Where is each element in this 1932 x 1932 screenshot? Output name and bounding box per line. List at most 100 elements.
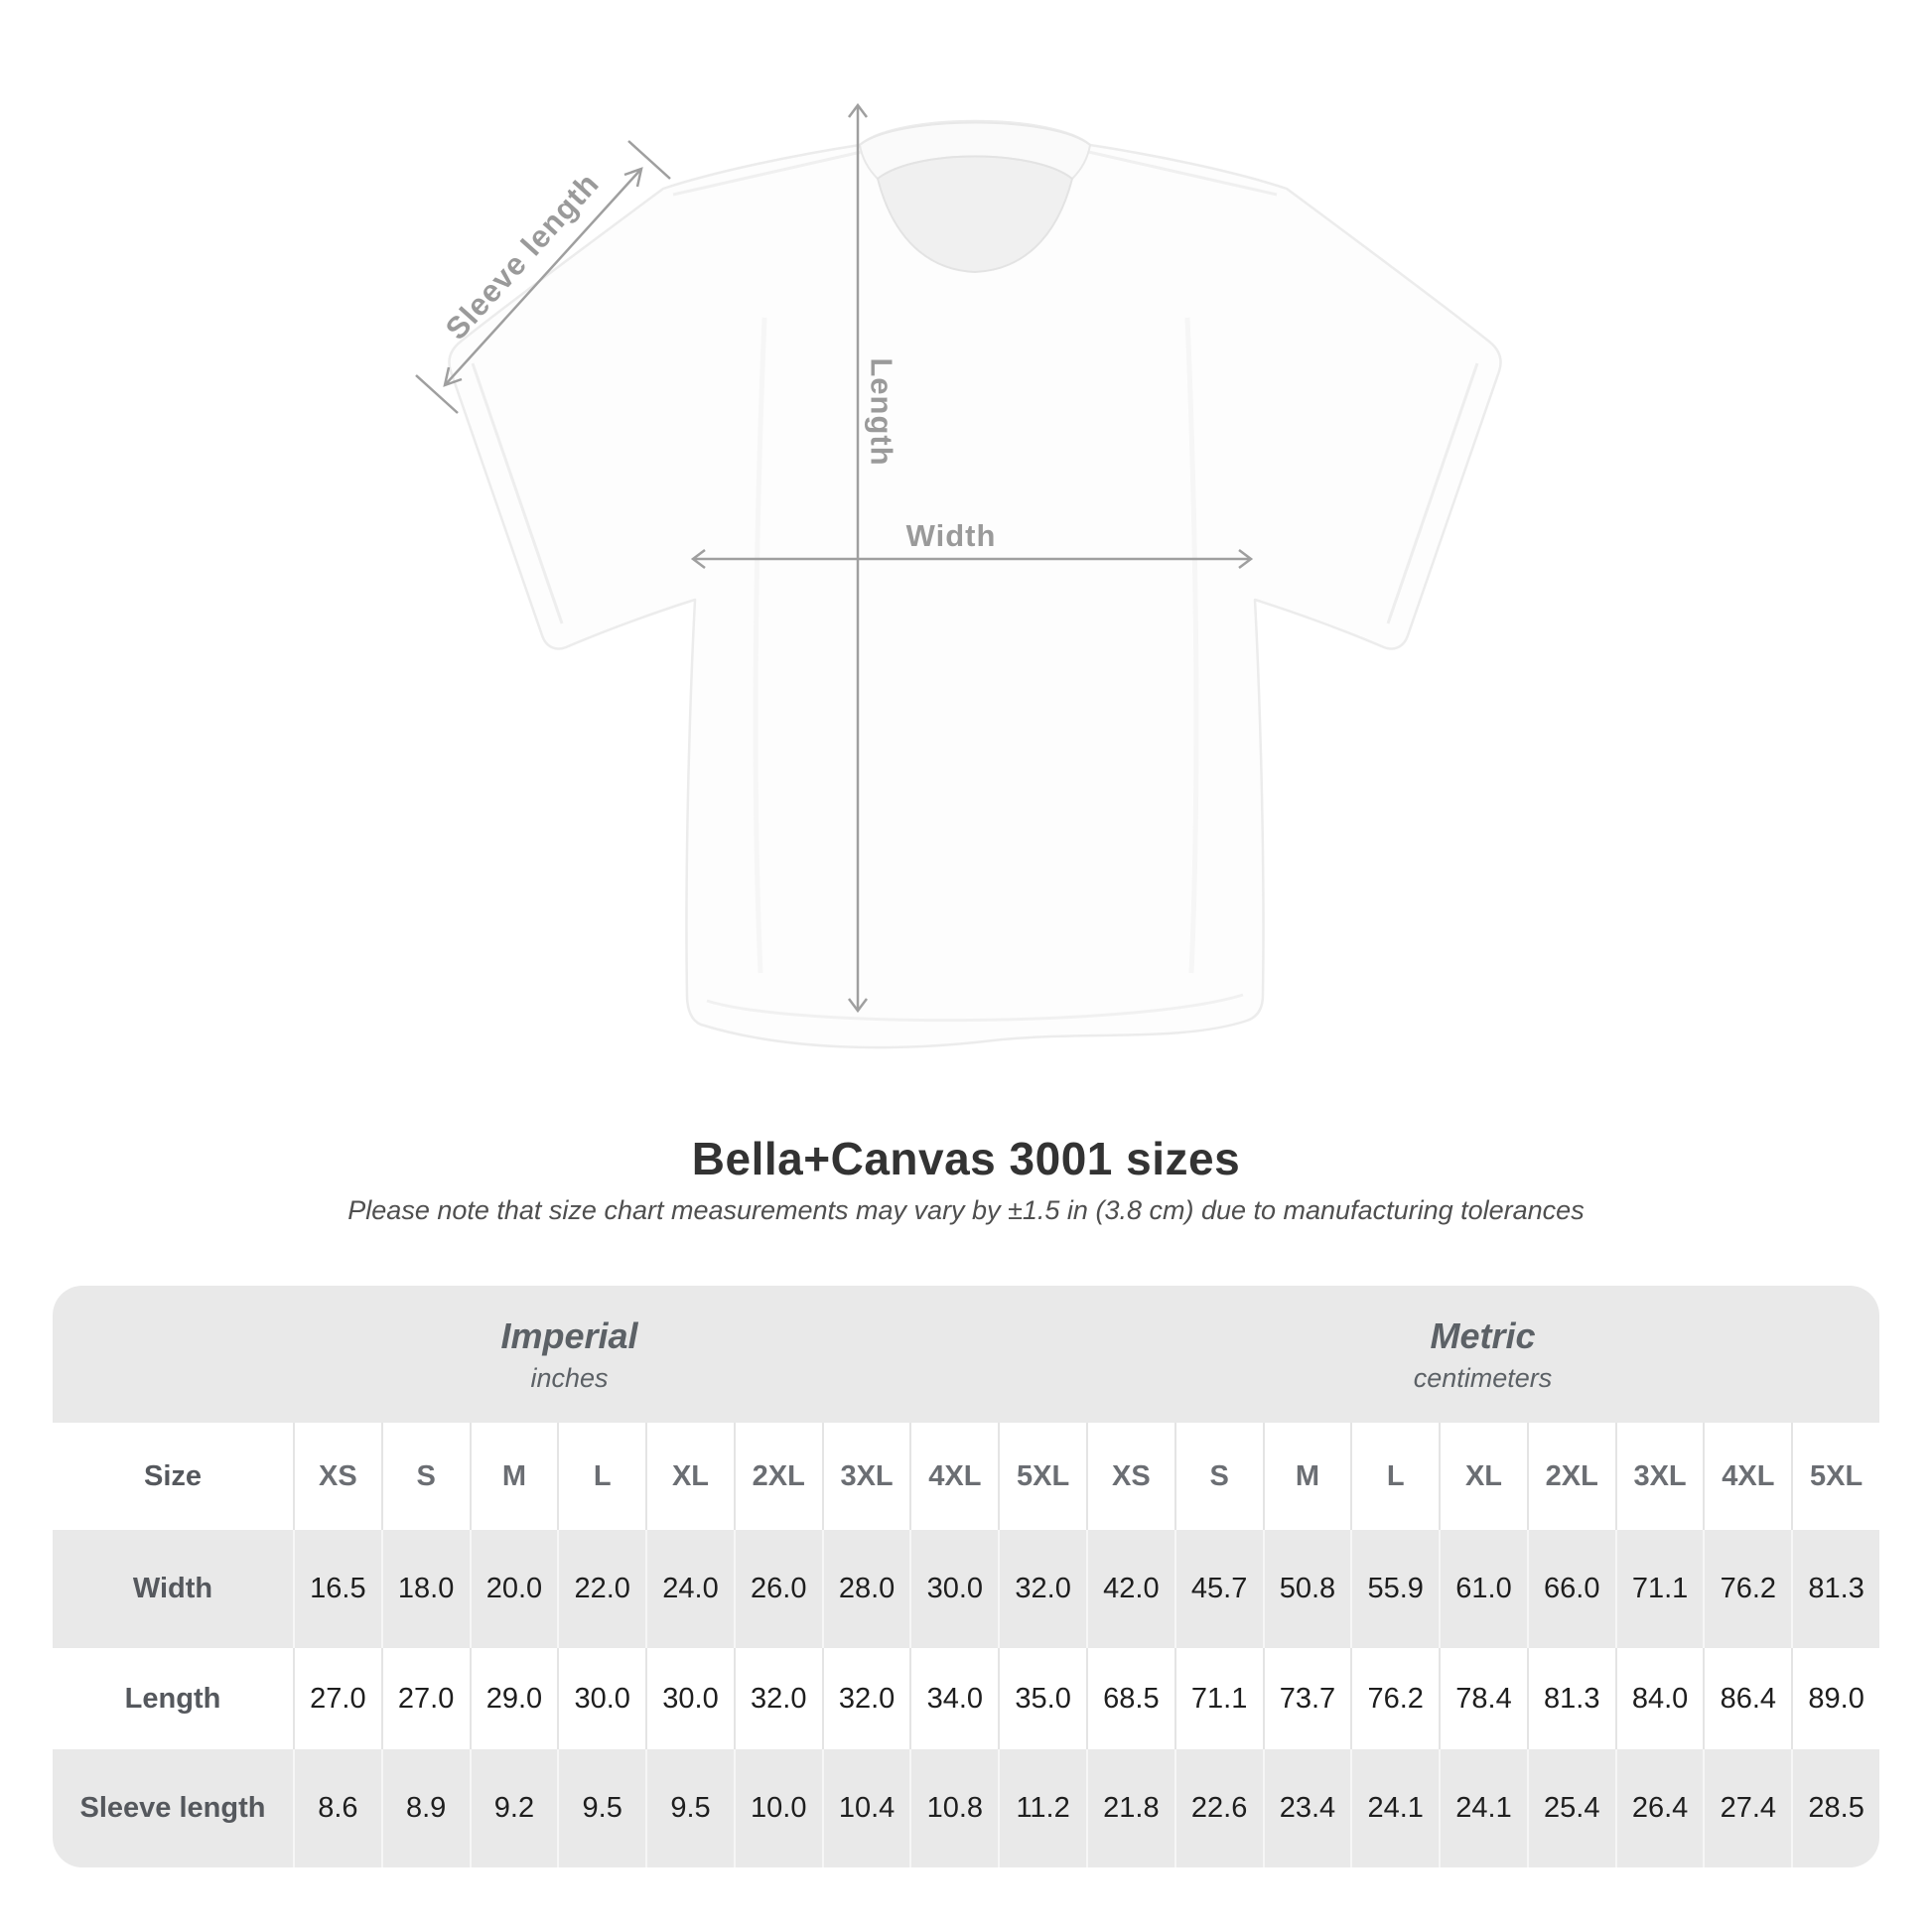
- size-header-cell: 5XL: [1791, 1423, 1879, 1530]
- metric-unit: centimeters: [1413, 1362, 1553, 1393]
- value-cell: 28.0: [821, 1530, 910, 1648]
- value-cell: 89.0: [1791, 1648, 1879, 1749]
- row-label: Sleeve length: [79, 1792, 266, 1824]
- value-cell: 8.6: [293, 1749, 381, 1867]
- size-header-cell: XS: [293, 1423, 381, 1530]
- size-header-row: Size XS S M L XL 2XL 3XL 4XL 5XL XS S M L XL 2XL 3XL 4XL 5…: [53, 1423, 1879, 1530]
- value-cell: 9.5: [645, 1749, 734, 1867]
- page-title: Bella+Canvas 3001 sizes: [691, 1133, 1241, 1184]
- value-cell: 11.2: [998, 1749, 1086, 1867]
- value-cell: 27.4: [1703, 1749, 1791, 1867]
- size-header-cell: L: [557, 1423, 645, 1530]
- right-cuff-seam: [1386, 362, 1479, 624]
- value-cell: 25.4: [1526, 1749, 1615, 1867]
- length-row: Length 27.0 27.0 29.0 30.0 30.0 32.0 32.0 34.0 35…: [53, 1648, 1879, 1749]
- size-header-cell: 3XL: [1614, 1423, 1704, 1530]
- metric-header: Metric centimeters: [1086, 1286, 1879, 1423]
- value-cell: 28.5: [1791, 1749, 1879, 1867]
- value-cell: 21.8: [1086, 1749, 1174, 1867]
- value-cell: 61.0: [1439, 1530, 1527, 1648]
- value-cell: 22.6: [1173, 1749, 1263, 1867]
- fabric-crease-left: [753, 317, 767, 974]
- value-cell: 55.9: [1350, 1530, 1439, 1648]
- size-header-cell: 2XL: [733, 1423, 822, 1530]
- units-header-row: Imperial inches Metric centimeters: [53, 1286, 1879, 1423]
- value-cell: 81.3: [1791, 1530, 1879, 1648]
- left-cuff-seam: [471, 362, 564, 624]
- value-cell: 10.0: [733, 1749, 822, 1867]
- size-header-cell: 2XL: [1526, 1423, 1615, 1530]
- length-label: Length: [865, 357, 899, 466]
- imperial-title: Imperial: [500, 1314, 638, 1356]
- size-header-cell: XL: [1439, 1423, 1527, 1530]
- value-cell: 10.8: [909, 1749, 998, 1867]
- size-header-cell: 5XL: [998, 1423, 1086, 1530]
- value-cell: 76.2: [1350, 1648, 1439, 1749]
- value-cell: 66.0: [1526, 1530, 1615, 1648]
- width-label: Width: [906, 518, 997, 553]
- value-cell: 84.0: [1614, 1648, 1704, 1749]
- sleeve-length-row: Sleeve length 8.6 8.9 9.2 9.5 9.5 10.0 10.4 10.8…: [53, 1749, 1879, 1867]
- value-cell: 29.0: [469, 1648, 558, 1749]
- row-label: Length: [124, 1682, 221, 1715]
- size-header-cell: 4XL: [1703, 1423, 1791, 1530]
- value-cell: 34.0: [909, 1648, 998, 1749]
- value-cell: 68.5: [1086, 1648, 1174, 1749]
- length-arrowhead-bottom: [848, 998, 868, 1014]
- value-cell: 9.2: [469, 1749, 558, 1867]
- imperial-header: Imperial inches: [53, 1286, 1086, 1423]
- value-cell: 81.3: [1526, 1648, 1615, 1749]
- value-cell: 9.5: [557, 1749, 645, 1867]
- value-cell: 86.4: [1703, 1648, 1791, 1749]
- value-cell: 32.0: [733, 1648, 822, 1749]
- left-shoulder-seam: [672, 149, 867, 197]
- value-cell: 16.5: [293, 1530, 381, 1648]
- sleeve-arrowhead-bottom: [443, 366, 463, 387]
- value-cell: 78.4: [1439, 1648, 1527, 1749]
- size-header-cell: M: [1262, 1423, 1351, 1530]
- value-cell: 27.0: [380, 1648, 470, 1749]
- sleeve-length-arrow: [444, 168, 642, 386]
- tshirt-diagram: Sleeve length Length Width: [415, 102, 1502, 1049]
- size-header-cell: XS: [1086, 1423, 1174, 1530]
- sleeve-arrowhead-top: [623, 167, 643, 188]
- value-cell: 30.0: [909, 1530, 998, 1648]
- value-cell: 35.0: [998, 1648, 1086, 1749]
- value-cell: 71.1: [1614, 1530, 1704, 1648]
- value-cell: 32.0: [998, 1530, 1086, 1648]
- value-cell: 50.8: [1262, 1530, 1351, 1648]
- value-cell: 24.0: [645, 1530, 734, 1648]
- value-cell: 30.0: [645, 1648, 734, 1749]
- imperial-unit: inches: [530, 1362, 609, 1393]
- size-header-cell: XL: [645, 1423, 734, 1530]
- value-cell: 8.9: [380, 1749, 470, 1867]
- fabric-crease-right: [1184, 317, 1199, 974]
- tolerance-note: Please note that size chart measurements…: [347, 1195, 1585, 1225]
- value-cell: 26.0: [733, 1530, 822, 1648]
- tshirt-body: [448, 119, 1502, 1049]
- value-cell: 22.0: [557, 1530, 645, 1648]
- width-row: Width 16.5 18.0 20.0 22.0 24.0 26.0 28.0 30.0 32.…: [53, 1530, 1879, 1648]
- value-cell: 76.2: [1703, 1530, 1791, 1648]
- value-cell: 20.0: [469, 1530, 558, 1648]
- size-column-header: Size: [143, 1459, 203, 1492]
- value-cell: 23.4: [1262, 1749, 1351, 1867]
- value-cell: 73.7: [1262, 1648, 1351, 1749]
- width-arrowhead-right: [1238, 549, 1254, 569]
- value-cell: 71.1: [1173, 1648, 1263, 1749]
- metric-title: Metric: [1430, 1314, 1536, 1356]
- row-label: Width: [132, 1573, 213, 1604]
- sleeve-endcap-bottom: [415, 374, 459, 414]
- value-cell: 18.0: [380, 1530, 470, 1648]
- value-cell: 26.4: [1614, 1749, 1704, 1867]
- value-cell: 10.4: [821, 1749, 910, 1867]
- sleeve-endcap-top: [627, 140, 671, 180]
- size-chart-table: Imperial inches Metric centimeters Size X…: [53, 1286, 1879, 1867]
- value-cell: 24.1: [1350, 1749, 1439, 1867]
- tshirt-neck-opening: [876, 155, 1074, 274]
- value-cell: 30.0: [557, 1648, 645, 1749]
- size-header-cell: 4XL: [909, 1423, 998, 1530]
- length-arrowhead-top: [848, 102, 868, 118]
- value-cell: 27.0: [293, 1648, 381, 1749]
